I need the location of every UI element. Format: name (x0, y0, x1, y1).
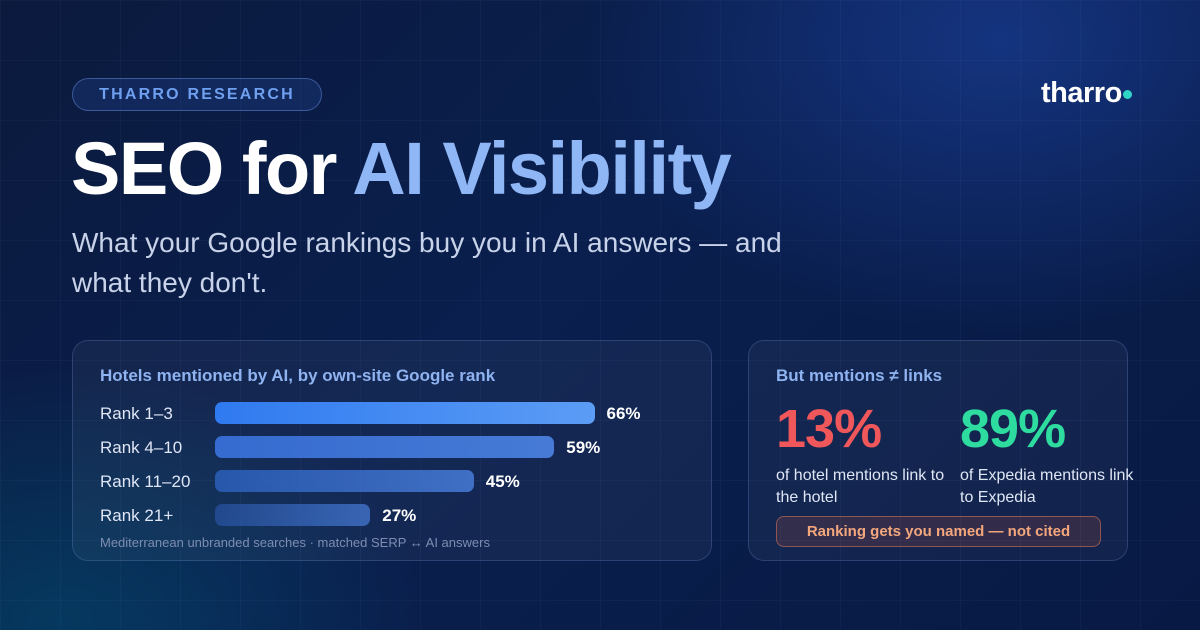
bar-row: Rank 21+ 27% (100, 504, 690, 528)
bar-value-label: 45% (485, 472, 520, 491)
expedia-link-description: of Expedia mentions link to Expedia (960, 467, 1134, 506)
brand-logo: tharro (1041, 73, 1132, 113)
bar-track: 27% (215, 504, 790, 526)
logo-text: tharro (1041, 76, 1122, 109)
page-subtitle: What your Google rankings buy you in AI … (72, 227, 782, 298)
dot-icon (1122, 89, 1132, 99)
title-part1: SEO for (71, 127, 353, 210)
bar-row: Rank 4–10 59% (100, 436, 690, 460)
page-title: SEO for AI Visibility (71, 124, 732, 214)
bar-track: 59% (215, 436, 790, 458)
bar-track: 45% (215, 470, 790, 492)
bar (215, 504, 371, 526)
hotel-link-value: 13% (776, 399, 882, 459)
research-badge: THARRO RESEARCH (72, 78, 322, 111)
bar-category-label: Rank 21+ (100, 506, 174, 525)
bar-track: 66% (215, 402, 790, 424)
bar-category-label: Rank 11–20 (100, 472, 191, 491)
bar-row: Rank 11–20 45% (100, 470, 690, 494)
hotel-link-stat: 13% of hotel mentions link to the hotel (776, 397, 951, 509)
title-accent: AI Visibility (352, 127, 732, 210)
bar-row: Rank 1–3 66% (100, 402, 690, 426)
callout-badge: Ranking gets you named — not cited (776, 516, 1101, 547)
chart-footnote: Mediterranean unbranded searches · match… (100, 535, 490, 550)
bar-value-label: 27% (382, 506, 417, 525)
bar-value-label: 59% (566, 438, 601, 457)
expedia-link-value: 89% (960, 399, 1066, 459)
bar (215, 470, 474, 492)
bar-value-label: 66% (606, 404, 641, 423)
bar (215, 402, 595, 424)
hotel-link-description: of hotel mentions link to the hotel (776, 467, 945, 506)
expedia-link-stat: 89% of Expedia mentions link to Expedia (960, 397, 1135, 509)
links-card-title: But mentions ≠ links (776, 366, 943, 385)
links-card: But mentions ≠ links 13% of hotel mentio… (748, 340, 1133, 561)
bar (215, 436, 555, 458)
bar-category-label: Rank 1–3 (100, 404, 173, 423)
rank-chart-card: Hotels mentioned by AI, by own-site Goog… (72, 340, 712, 561)
chart-title: Hotels mentioned by AI, by own-site Goog… (100, 366, 496, 385)
bar-category-label: Rank 4–10 (100, 438, 183, 457)
